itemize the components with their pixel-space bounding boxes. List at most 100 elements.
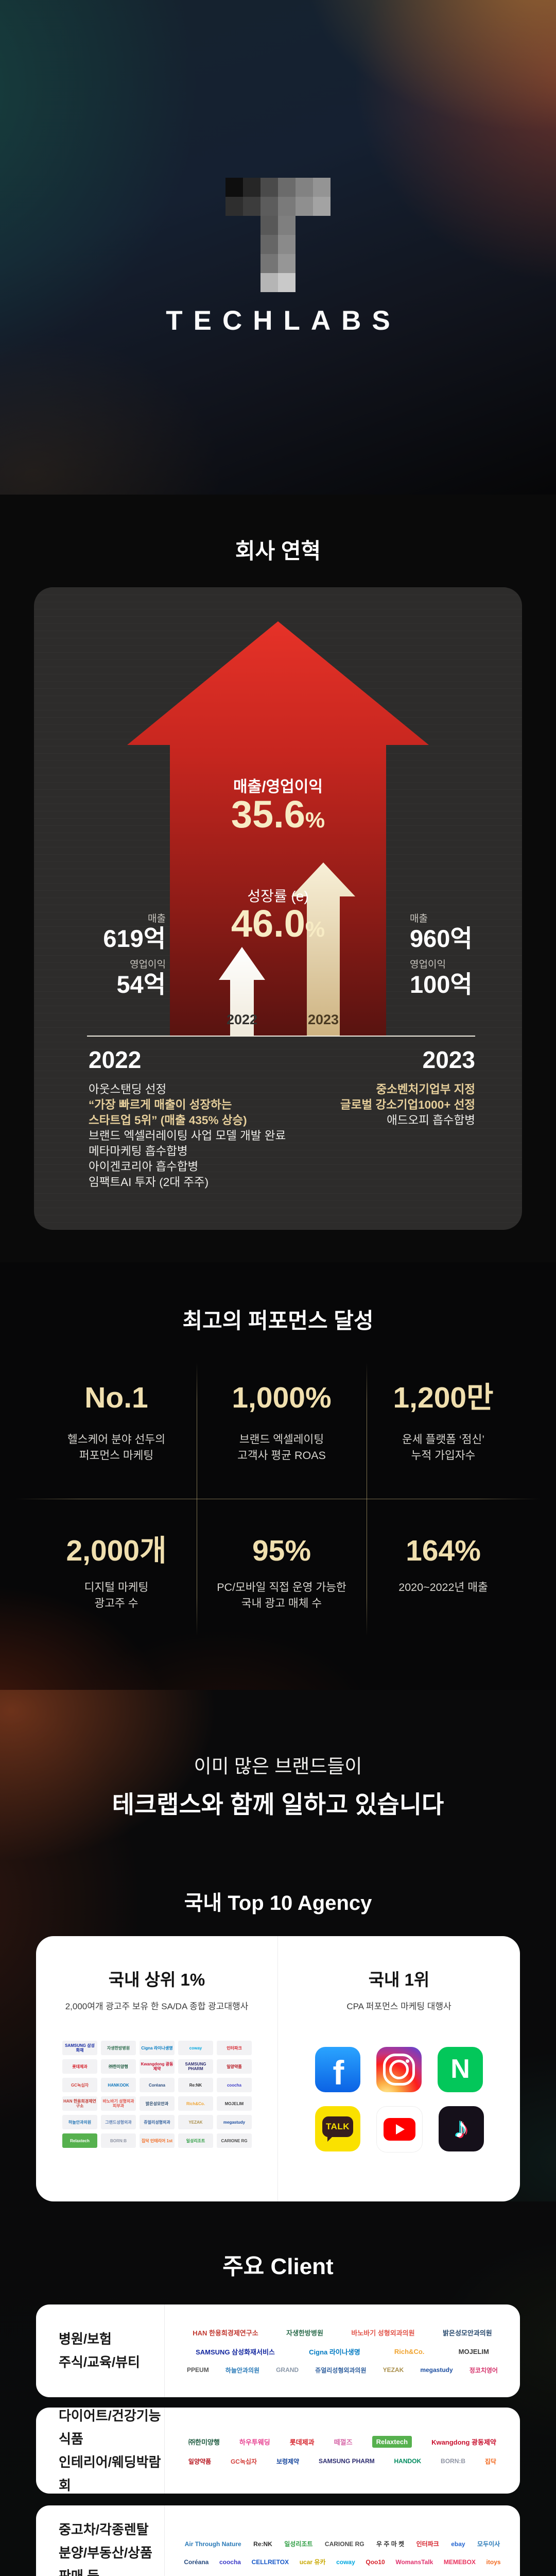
client-logo: BORN:B <box>441 2458 466 2465</box>
client-category-label: 다이어트/건강기능 식품 인테리어/웨딩박람회 <box>36 2408 165 2494</box>
media-platform-icons: f N TALK ♪ <box>315 2047 485 2153</box>
pixel-logo-cell <box>243 178 260 197</box>
stat-value: 100억 <box>410 971 473 998</box>
client-logo-rows: Air Through Nature Re:NK 일성리조트 CARIONE RG 우 … <box>165 2505 520 2576</box>
pixel-logo-cell <box>278 197 296 216</box>
stat-label: 영업이익 <box>410 959 446 971</box>
performance-stat: 164% 2020~2022년 매출 <box>367 1499 520 1612</box>
white-2022-arrow <box>219 947 265 1037</box>
advertiser-logo: coway <box>178 2041 213 2055</box>
pixel-t-logo-icon <box>225 178 331 292</box>
agency-col-domestic-no1: 국내 1위 CPA 퍼포먼스 마케팅 대행사 f N TALK ♪ <box>278 1936 520 2201</box>
advertiser-logo: HAN 한용희경제연구소 <box>62 2096 97 2111</box>
growth-chart-card: 매출/영업이익 35.6% 성장률 (e) 46.0% 매출 619억 영업이익… <box>34 587 522 1230</box>
client-logo: 모두이사 <box>477 2540 500 2548</box>
advertiser-logo: Re:NK <box>178 2078 213 2092</box>
client-logo: GC녹십자 <box>230 2458 257 2465</box>
brand-wordmark: TECHLABS <box>166 306 401 336</box>
stat-value: 95% <box>252 1534 311 1567</box>
history-event: 임팩트AI 투자 (2대 주주) <box>89 1176 209 1189</box>
advertiser-logo: 하늘안과의원 <box>62 2115 97 2129</box>
pixel-logo-cell <box>243 197 260 216</box>
client-logo-row: PPEUM 하늘안과의원 GRAND 쥬얼리성형외과의원 YEZAK megastudy 정… <box>180 2366 505 2375</box>
year-heading-2022: 2022 <box>89 1046 142 1073</box>
pixel-logo-cell <box>278 273 296 292</box>
client-logo: 일양약품 <box>188 2458 212 2465</box>
client-logo: ㈜한미양행 <box>188 2438 220 2446</box>
kakaotalk-icon: TALK <box>315 2106 360 2151</box>
advertiser-logo: SAMSUNG PHARM <box>178 2059 213 2074</box>
client-category-label: 중고차/각종렌탈 분양/부동산/상품판매 등 <box>36 2505 165 2576</box>
pixel-logo-cell <box>296 178 313 197</box>
client-logo: Air Through Nature <box>184 2540 241 2548</box>
stat-value: 1,000% <box>232 1381 332 1414</box>
facebook-icon: f <box>315 2047 360 2092</box>
pixel-logo-row <box>260 235 331 254</box>
category-label-line: 주식/교육/뷰티 <box>59 2354 140 2370</box>
pixel-logo-cell <box>278 216 296 235</box>
performance-section: 최고의 퍼포먼스 달성 No.1 헬스케어 분야 선두의 퍼포먼스 마케팅 1,000… <box>0 1262 556 1690</box>
client-logo: SAMSUNG PHARM <box>318 2458 375 2465</box>
stat-value: No.1 <box>84 1381 148 1414</box>
client-logo: 인터파크 <box>416 2540 439 2548</box>
client-logo: ucar 유카 <box>299 2558 326 2566</box>
advertiser-logo-grid: SAMSUNG 삼성화재 자생한방병원 Cigna 라이나생명 coway 인터파크 롯데… <box>62 2041 252 2148</box>
stat-label: 영업이익 <box>130 959 166 971</box>
advertiser-logo: GC녹십자 <box>62 2078 97 2092</box>
client-logo: WomansTalk <box>395 2558 433 2566</box>
cream-2023-arrow <box>291 862 355 1037</box>
client-logo: 자생한방병원 <box>286 2329 323 2337</box>
year-heading-2023: 2023 <box>422 1046 475 1073</box>
performance-stat: 95% PC/모바일 직접 운영 가능한 국내 광고 매체 수 <box>197 1499 367 1612</box>
advertiser-logo: SAMSUNG 삼성화재 <box>62 2041 97 2055</box>
speech-bubble: TALK <box>322 2116 353 2142</box>
pixel-logo-cell <box>260 197 278 216</box>
pixel-logo-cell <box>278 254 296 273</box>
client-category-card: 병원/보험 주식/교육/뷰티 HAN 한용희경제연구소 자생한방병원 바노바기 성형외과… <box>36 2304 520 2397</box>
advertiser-logo: 집닥 인테리어 1st <box>140 2133 175 2148</box>
history-section: 회사 연혁 매출/영업이 <box>0 495 556 1262</box>
client-logo: 우 주 마 켓 <box>376 2540 405 2548</box>
pixel-logo-cell <box>313 197 331 216</box>
client-logo: coocha <box>219 2558 241 2566</box>
pixel-logo-cell <box>278 178 296 197</box>
client-category-card: 다이어트/건강기능 식품 인테리어/웨딩박람회 ㈜한미양행 하우투웨딩 롯데제과 떼껄즈 R… <box>36 2408 520 2494</box>
client-logo: Coréana <box>184 2558 209 2566</box>
play-badge <box>384 2118 415 2141</box>
pixel-logo-row <box>260 273 331 292</box>
client-logo: ebay <box>451 2540 465 2548</box>
advertiser-logo: ㈜한미양행 <box>101 2059 136 2074</box>
category-label-line: 분양/부동산/상품판매 등 <box>59 2545 152 2576</box>
advertiser-logo: HANKOOK <box>101 2078 136 2092</box>
pixel-logo-cell <box>313 178 331 197</box>
client-logo: 롯데제과 <box>289 2438 315 2446</box>
stat-caption: PC/모바일 직접 운영 가능한 국내 광고 매체 수 <box>217 1581 346 1609</box>
stat-label: 매출 <box>148 913 166 924</box>
arrow-year-2022: 2022 <box>226 1012 258 1027</box>
agency-right-title: 국내 1위 <box>368 1970 430 1989</box>
pixel-logo-cell <box>260 178 278 197</box>
history-event: 아이겐코리아 흡수합병 <box>89 1160 199 1173</box>
advertiser-logo: megastudy <box>217 2115 252 2129</box>
events-2023: 중소벤처기업부 지정 글로벌 강소기업1000+ 선정 애드오피 흡수합병 <box>340 1082 475 1128</box>
advertiser-logo: Kwangdong 광동제약 <box>140 2059 175 2074</box>
client-logo: MEMEBOX <box>443 2558 476 2566</box>
performance-title: 최고의 퍼포먼스 달성 <box>182 1309 374 1333</box>
advertiser-logo: 일성리조트 <box>178 2133 213 2148</box>
stat-caption: 헬스케어 분야 선두의 퍼포먼스 마케팅 <box>67 1433 165 1462</box>
agency-right-subtitle: CPA 퍼포먼스 마케팅 대행사 <box>346 2002 451 2011</box>
clients-title: 주요 Client <box>222 2254 334 2279</box>
client-logo: SAMSUNG 삼성화재서비스 <box>196 2348 275 2356</box>
stats-2023: 매출 960억 영업이익 100억 <box>410 907 522 998</box>
category-label-line: 병원/보험 <box>59 2331 112 2347</box>
client-logo: HANDOK <box>394 2458 422 2465</box>
client-logo: YEZAK <box>383 2366 404 2374</box>
arrow-label-growth-rate: 성장률 (e) <box>247 888 309 904</box>
stat-value: 54억 <box>116 971 166 998</box>
stat-value: 164% <box>406 1534 481 1567</box>
stat-caption: 브랜드 엑셀레이팅 고객사 평균 ROAS <box>237 1433 326 1462</box>
stat-label: 매출 <box>410 913 428 924</box>
client-logo-row: 일양약품 GC녹십자 보령제약 SAMSUNG PHARM HANDOK BORN:B 집닥 <box>180 2457 505 2466</box>
stat-value: 1,200만 <box>393 1381 494 1414</box>
